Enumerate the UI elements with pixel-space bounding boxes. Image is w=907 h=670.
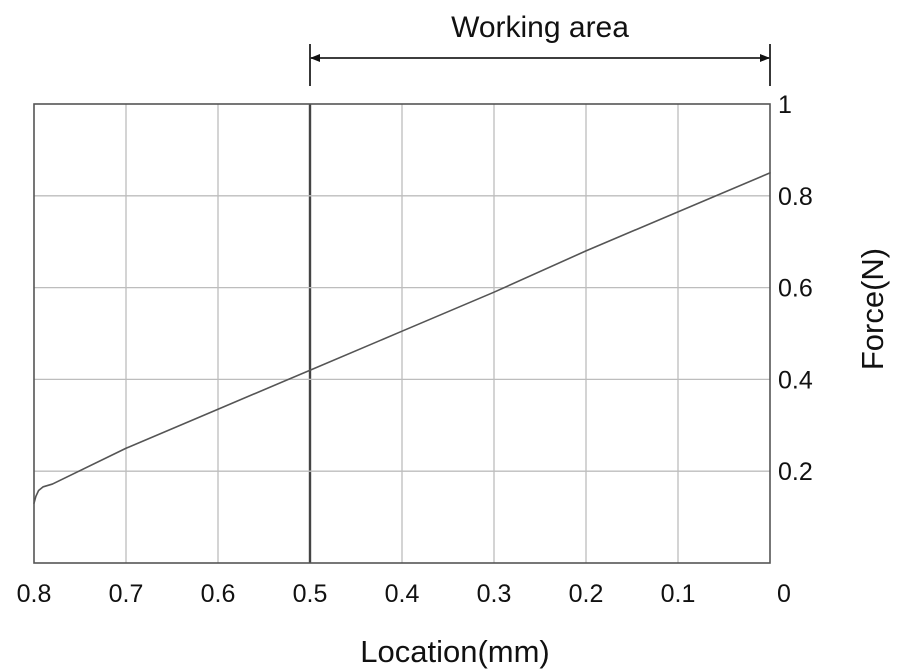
x-tick-label: 0.4 (385, 580, 420, 608)
x-tick-label: 0.8 (17, 580, 52, 608)
grid-lines (34, 104, 770, 563)
working-area-annotation: Working area (309, 11, 771, 86)
x-tick-label: 0.3 (477, 580, 512, 608)
y-axis-title: Force(N) (855, 248, 890, 370)
plot-frame (33, 103, 771, 564)
x-tick-label: 0 (777, 580, 791, 608)
plot-border (33, 103, 771, 564)
series-lines (33, 172, 771, 505)
x-tick-label: 0.2 (569, 580, 604, 608)
y-tick-label: 0.6 (778, 275, 813, 303)
y-tick-label: 0.4 (778, 366, 813, 394)
y-tick-label: 1 (778, 91, 792, 119)
x-axis-title: Location(mm) (360, 634, 550, 669)
x-tick-label: 0.5 (293, 580, 328, 608)
x-tick-label: 0.7 (109, 580, 144, 608)
force-curve (33, 172, 771, 505)
x-tick-label: 0.6 (201, 580, 236, 608)
annotation-label: Working area (451, 11, 629, 44)
y-tick-label: 0.2 (778, 458, 813, 486)
y-tick-label: 0.8 (778, 183, 813, 211)
x-tick-label: 0.1 (661, 580, 696, 608)
tick-labels: 0.8 0.7 0.6 0.5 0.4 0.3 0.2 0.1 0 0.2 0.4 0.6 0.8 1 (17, 91, 813, 608)
